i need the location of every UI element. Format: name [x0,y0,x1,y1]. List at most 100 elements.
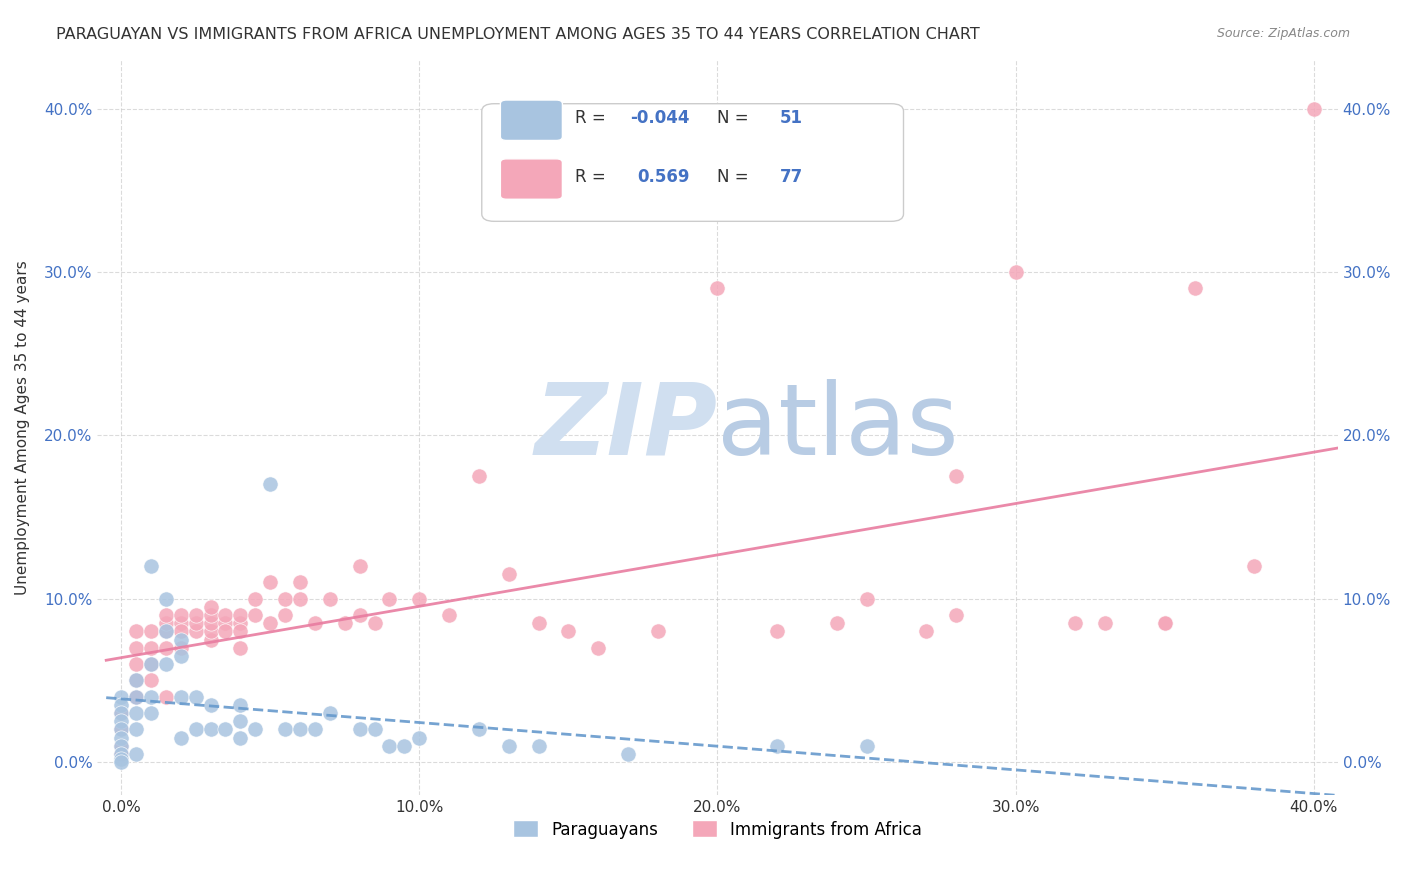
Point [229,698,252,712]
Point [200,607,222,622]
Point [139,657,162,671]
Point [214,723,236,737]
Point [155,607,177,622]
Point [945,607,967,622]
Point [855,739,877,753]
Text: R =: R = [575,110,610,128]
Point [184,624,207,639]
Point [349,607,371,622]
Text: N =: N = [717,169,755,186]
Text: PARAGUAYAN VS IMMIGRANTS FROM AFRICA UNEMPLOYMENT AMONG AGES 35 TO 44 YEARS CORR: PARAGUAYAN VS IMMIGRANTS FROM AFRICA UNE… [56,27,980,42]
Point [1064,616,1087,631]
Point [110,747,132,761]
Point [408,591,430,606]
Point [468,469,491,483]
Point [915,624,938,639]
FancyBboxPatch shape [501,100,562,140]
Point [125,690,148,704]
Point [155,591,177,606]
Point [110,723,132,737]
Point [245,607,267,622]
Point [288,723,311,737]
Point [333,616,356,631]
Text: N =: N = [717,110,755,128]
Point [259,616,281,631]
Point [378,739,401,753]
Y-axis label: Unemployment Among Ages 35 to 44 years: Unemployment Among Ages 35 to 44 years [15,260,30,595]
Text: 51: 51 [779,110,803,128]
Point [1094,616,1116,631]
Point [155,616,177,631]
Point [200,698,222,712]
Point [200,616,222,631]
Point [229,607,252,622]
Point [468,723,491,737]
Point [155,690,177,704]
Point [125,690,148,704]
Point [1004,265,1026,279]
Point [110,747,132,761]
Point [200,624,222,639]
Point [125,673,148,688]
Text: -0.044: -0.044 [631,110,690,128]
Point [125,690,148,704]
Point [170,632,193,647]
Point [527,616,550,631]
Point [214,624,236,639]
Text: 77: 77 [779,169,803,186]
Point [110,739,132,753]
Text: Source: ZipAtlas.com: Source: ZipAtlas.com [1216,27,1350,40]
Point [155,640,177,655]
Point [110,752,132,766]
FancyBboxPatch shape [501,159,562,199]
Point [155,624,177,639]
Point [1184,281,1206,295]
Point [647,624,669,639]
Point [184,723,207,737]
Point [259,477,281,491]
Point [125,673,148,688]
Point [170,690,193,704]
Point [155,624,177,639]
Point [766,624,789,639]
Point [125,706,148,720]
Point [527,739,550,753]
Point [110,706,132,720]
Point [139,640,162,655]
Point [110,739,132,753]
Point [319,706,342,720]
Point [110,747,132,761]
Point [1153,616,1175,631]
Point [229,624,252,639]
Point [378,591,401,606]
Point [125,723,148,737]
Point [214,607,236,622]
Point [245,591,267,606]
Point [1243,559,1265,574]
Point [184,690,207,704]
Point [170,640,193,655]
Point [110,755,132,769]
Point [214,616,236,631]
Point [170,624,193,639]
Point [110,723,132,737]
Point [184,607,207,622]
Point [498,567,520,582]
Legend: Paraguayans, Immigrants from Africa: Paraguayans, Immigrants from Africa [506,814,928,846]
Point [349,723,371,737]
Point [200,723,222,737]
Point [319,591,342,606]
Point [945,469,967,483]
Point [288,575,311,590]
Point [557,624,579,639]
FancyBboxPatch shape [482,103,904,221]
Point [110,714,132,729]
Point [349,559,371,574]
Text: R =: R = [575,169,610,186]
Point [274,607,297,622]
Text: atlas: atlas [717,378,959,475]
Point [110,706,132,720]
Point [288,591,311,606]
Point [229,731,252,745]
Point [170,731,193,745]
